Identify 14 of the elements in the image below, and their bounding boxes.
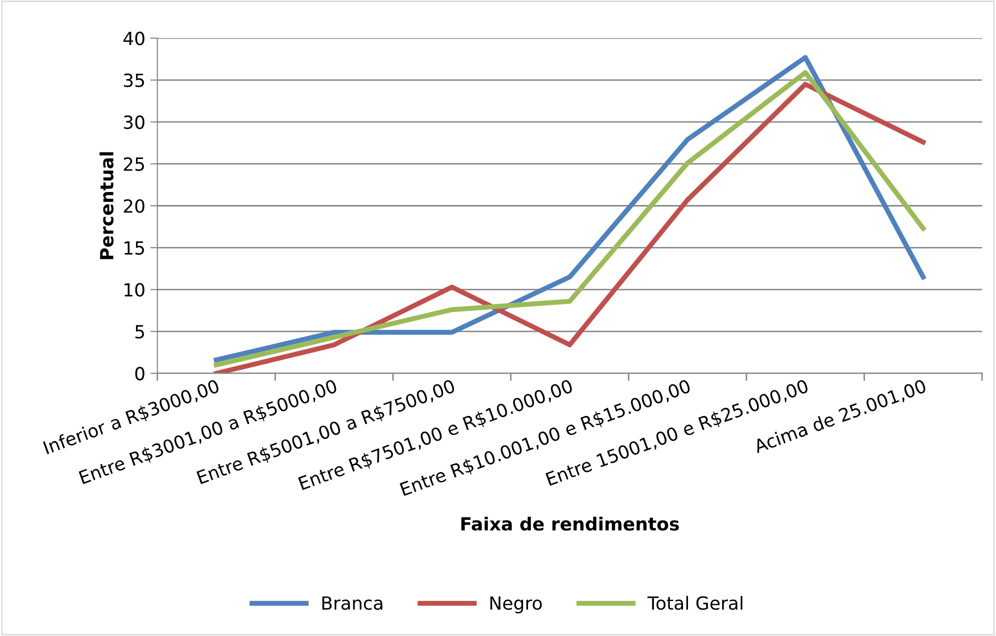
legend-label: Branca — [322, 596, 382, 610]
y-tick-label: 35 — [124, 74, 144, 88]
y-tick-label: 20 — [124, 199, 144, 213]
y-tick-label: 5 — [135, 325, 144, 339]
y-tick-label: 10 — [124, 283, 144, 297]
x-axis-title: Faixa de rendimentos — [461, 516, 679, 531]
y-tick-label: 15 — [124, 241, 144, 255]
y-tick-label: 30 — [124, 115, 144, 130]
legend-label: Total Geral — [647, 596, 742, 610]
legend-label: Negro — [490, 596, 542, 614]
y-axis-title: Percentual — [100, 152, 114, 260]
y-tick-label: 25 — [124, 157, 144, 171]
y-tick-label: 40 — [123, 32, 144, 46]
y-tick-label: 0 — [135, 366, 144, 380]
